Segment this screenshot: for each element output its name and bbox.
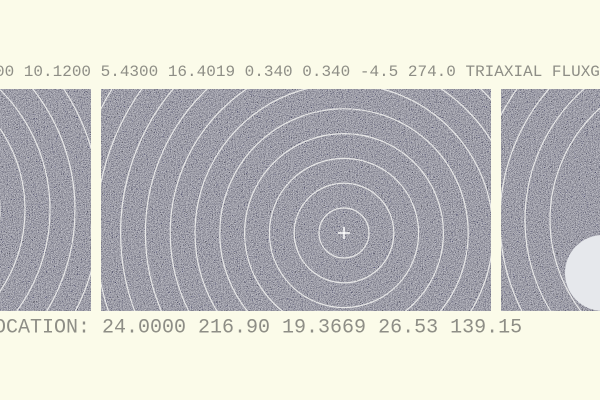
- rings: [501, 89, 600, 311]
- ring: [144, 89, 491, 311]
- rings: [101, 89, 491, 311]
- footer-readout: OCATION: 24.0000 216.90 19.3669 26.53 13…: [0, 316, 522, 339]
- right-panel: [501, 89, 600, 311]
- ring: [244, 133, 444, 311]
- ring: [549, 107, 600, 311]
- ring: [268, 157, 420, 309]
- ring: [32, 89, 76, 311]
- rings: [0, 89, 91, 311]
- ring: [293, 182, 395, 284]
- ring: [120, 89, 175, 311]
- ring: [318, 207, 370, 259]
- ring: [169, 89, 491, 311]
- ring: [0, 127, 26, 293]
- center-panel: [101, 89, 491, 311]
- ring: [524, 89, 585, 311]
- left-panel: [0, 89, 91, 311]
- ring: [194, 89, 491, 311]
- header-readout: 00 10.1200 5.4300 16.4019 0.340 0.340 -4…: [0, 63, 600, 81]
- ring: [0, 89, 51, 311]
- ring: [219, 108, 469, 311]
- bright-spot: [565, 235, 600, 311]
